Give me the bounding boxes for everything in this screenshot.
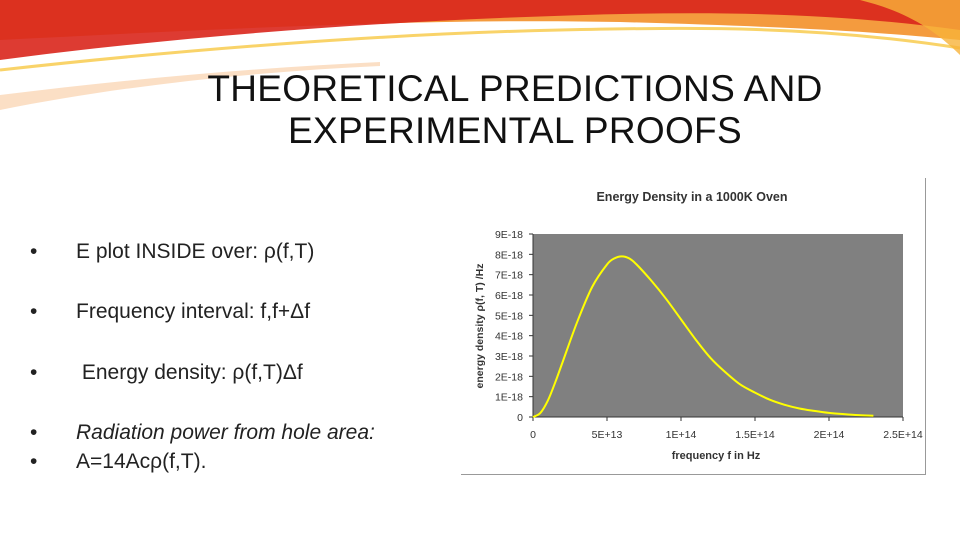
bullet-marker: • xyxy=(30,240,38,263)
slide-title: THEORETICAL PREDICTIONS AND EXPERIMENTAL… xyxy=(130,68,900,152)
bullet-marker: • xyxy=(30,450,38,473)
y-tick-label: 9E-18 xyxy=(495,229,523,241)
swoosh-yellow-streak xyxy=(0,26,960,72)
swoosh-right-flare xyxy=(860,0,960,55)
y-tick-label: 3E-18 xyxy=(495,351,523,363)
decorative-swoosh-banner xyxy=(0,0,960,110)
x-tick-label: 2E+14 xyxy=(814,429,845,441)
slide-title-line-1: THEORETICAL PREDICTIONS AND xyxy=(207,68,823,109)
chart-container: Energy Density in a 1000K Oven 0 1E-18 2E-… xyxy=(461,178,926,475)
chart-title: Energy Density in a 1000K Oven xyxy=(596,190,787,204)
y-tick-label: 0 xyxy=(517,412,523,424)
bullet-marker: • xyxy=(30,421,38,444)
bullet-text: E plot INSIDE over: ρ(f,T) xyxy=(76,240,315,263)
energy-density-curve xyxy=(532,255,874,418)
bullet-text: A=14Acρ(f,T). xyxy=(76,450,207,473)
bullet-text: Radiation power from hole area: xyxy=(76,421,375,444)
bullet-marker: • xyxy=(30,361,38,384)
x-tick-label: 5E+13 xyxy=(592,429,623,441)
x-tick-label: 1.5E+14 xyxy=(735,429,775,441)
bullet-text: Energy density: ρ(f,T)Δf xyxy=(76,361,303,384)
x-tick-label: 2.5E+14 xyxy=(883,429,923,441)
x-tick-label: 1E+14 xyxy=(666,429,697,441)
energy-density-chart: Energy Density in a 1000K Oven 0 1E-18 2E-… xyxy=(474,190,923,462)
y-axis-label: energy density ρ(f, T) /Hz xyxy=(474,264,486,389)
plot-area xyxy=(533,234,903,417)
swoosh-soft-tail xyxy=(0,62,380,110)
y-tick-label: 2E-18 xyxy=(495,371,523,383)
x-tick-label: 0 xyxy=(530,429,536,441)
x-axis-label: frequency f in Hz xyxy=(672,450,761,462)
y-tick-label: 7E-18 xyxy=(495,270,523,282)
bullet-marker: • xyxy=(30,300,38,323)
y-tick-label: 1E-18 xyxy=(495,392,523,404)
y-axis-ticks: 0 1E-18 2E-18 3E-18 4E-18 5E-18 6E-18 7E-18 8E-1… xyxy=(495,229,533,424)
x-axis-ticks: 0 5E+13 1E+14 1.5E+14 2E+14 2.5E+14 xyxy=(530,417,923,441)
y-tick-label: 5E-18 xyxy=(495,310,523,322)
swoosh-red-band xyxy=(0,0,960,60)
y-tick-label: 8E-18 xyxy=(495,249,523,261)
bullet-text: Frequency interval: f,f+Δf xyxy=(76,300,311,323)
y-tick-label: 6E-18 xyxy=(495,290,523,302)
slide-title-line-2: EXPERIMENTAL PROOFS xyxy=(288,110,742,151)
y-tick-label: 4E-18 xyxy=(495,331,523,343)
